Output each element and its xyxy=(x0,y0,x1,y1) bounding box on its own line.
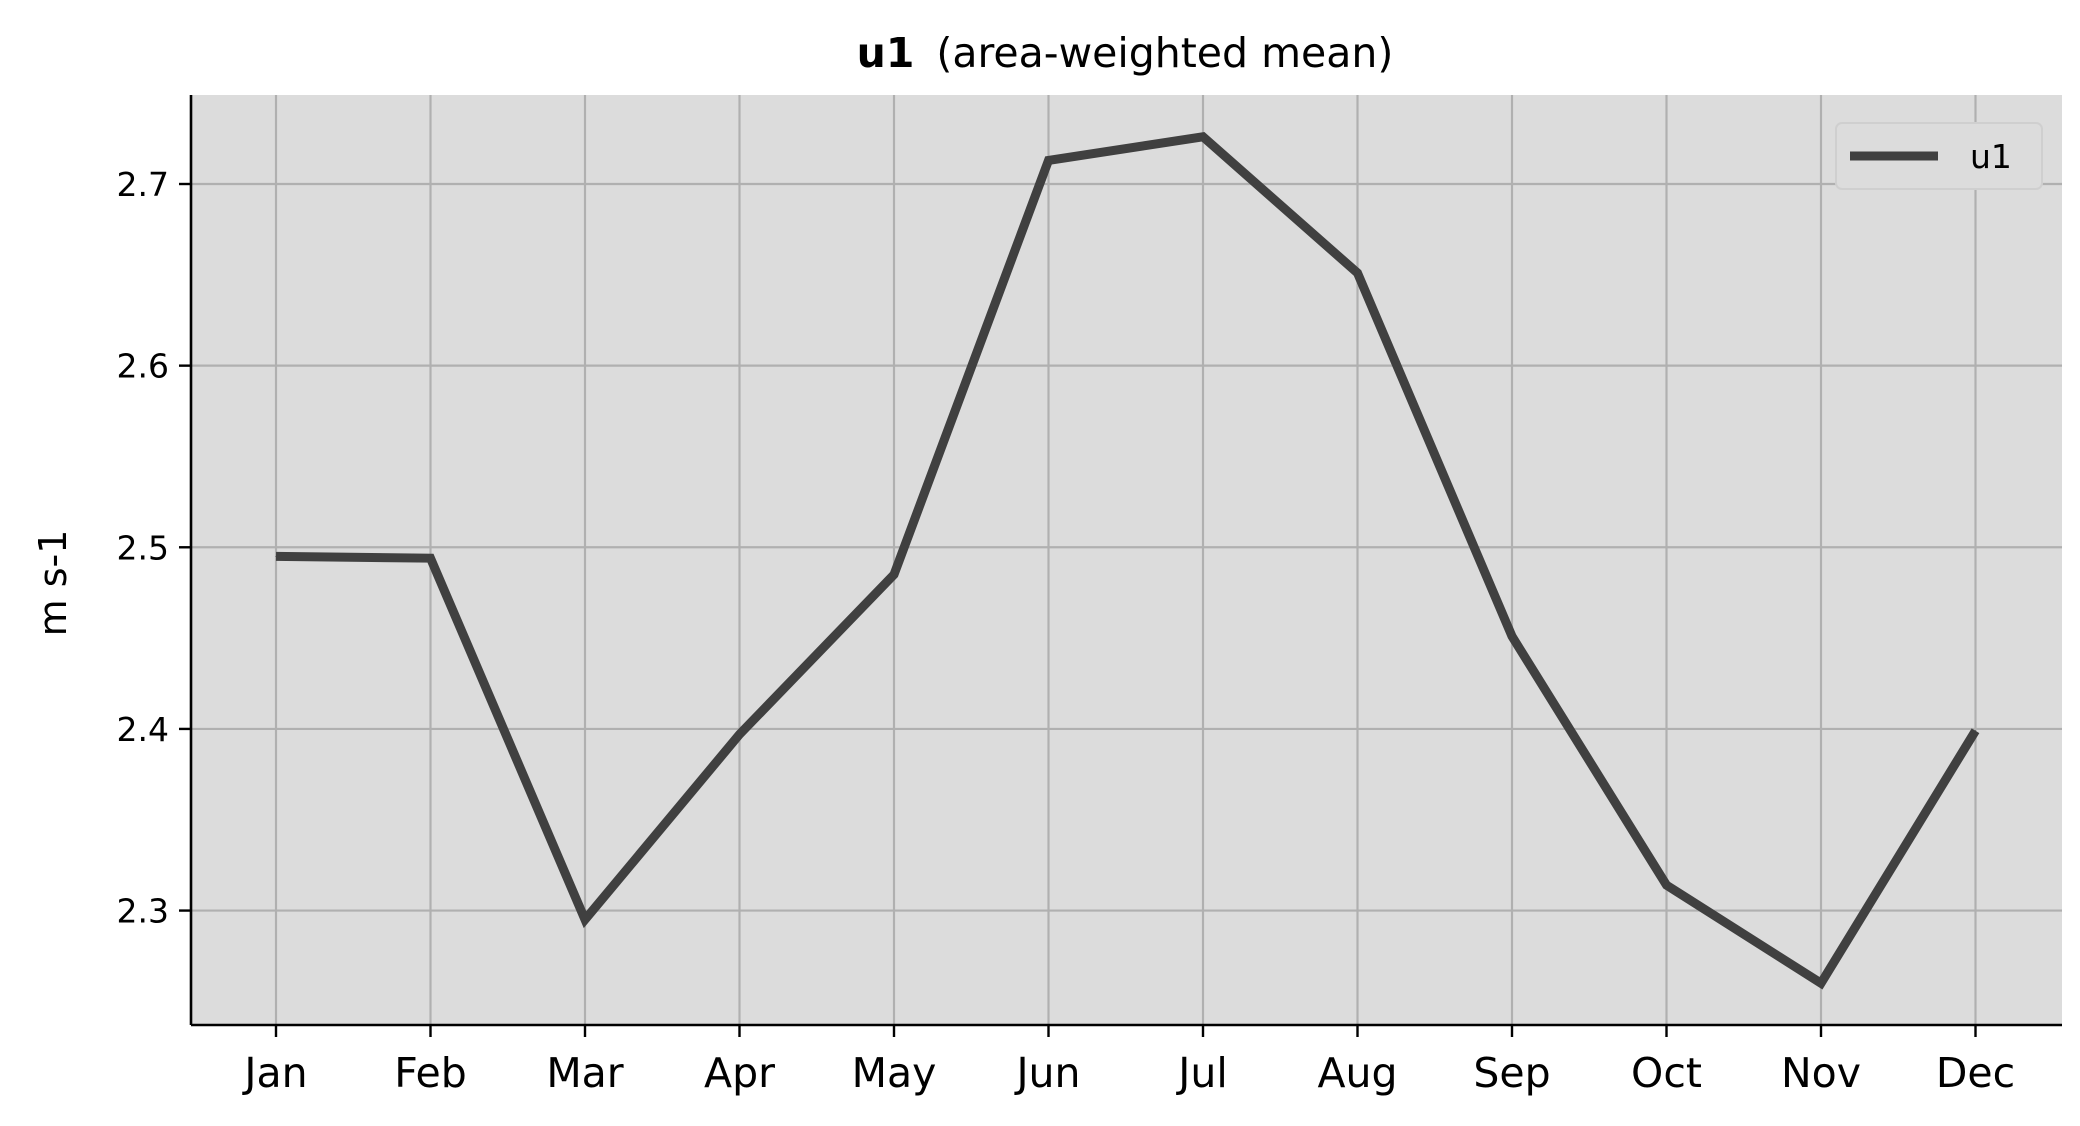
y-tick-label: 2.7 xyxy=(117,165,169,204)
x-tick-label: Mar xyxy=(546,1049,623,1097)
data-point xyxy=(275,555,277,557)
chart-title-main: u1 xyxy=(857,29,915,77)
x-tick-label: Jul xyxy=(1175,1049,1227,1097)
data-point xyxy=(1511,635,1513,637)
x-tick-label: Sep xyxy=(1473,1049,1550,1097)
data-point xyxy=(1820,982,1822,984)
series-group xyxy=(275,132,1980,990)
x-tick-label: Jun xyxy=(1013,1049,1080,1097)
x-tick-label: Nov xyxy=(1781,1049,1861,1097)
data-point xyxy=(430,557,431,559)
x-tick-label: Dec xyxy=(1936,1049,2015,1097)
chart-subtitle: (area-weighted mean) xyxy=(936,29,1393,77)
y-tick-label: 2.6 xyxy=(117,347,169,386)
x-axis-ticks: Jan Feb Mar Apr May Jun Jul Aug Sep Oct Nov Dec xyxy=(241,1025,2015,1097)
axes xyxy=(189,95,2062,1027)
legend[interactable]: u1 xyxy=(1835,122,2043,190)
legend-box xyxy=(1835,122,2043,190)
data-point xyxy=(893,574,895,576)
data-point xyxy=(584,919,586,921)
y-tick-label: 2.4 xyxy=(117,710,169,749)
x-tick-label: Feb xyxy=(394,1049,467,1097)
y-axis-ticks: 2.3 2.4 2.5 2.6 2.7 xyxy=(117,165,191,931)
data-point xyxy=(739,733,740,735)
data-point xyxy=(1202,136,1204,138)
x-tick-label: Oct xyxy=(1631,1049,1702,1097)
data-point xyxy=(1048,159,1049,161)
data-point xyxy=(1975,730,1976,732)
plot-area xyxy=(191,95,2062,1025)
y-tick-label: 2.3 xyxy=(117,892,169,931)
x-tick-label: Jan xyxy=(241,1049,307,1097)
data-point xyxy=(1666,884,1667,886)
y-tick-label: 2.5 xyxy=(117,528,169,567)
data-point xyxy=(1357,272,1358,274)
y-axis-label: m s-1 xyxy=(31,530,75,637)
legend-label: u1 xyxy=(1970,137,2012,176)
grid-lines xyxy=(191,95,2062,1025)
x-tick-label: Apr xyxy=(704,1049,775,1097)
series-line xyxy=(275,132,1980,990)
x-tick-label: Aug xyxy=(1317,1049,1397,1097)
chart-title: u1 (area-weighted mean) xyxy=(857,29,1394,77)
x-tick-label: May xyxy=(852,1049,937,1097)
